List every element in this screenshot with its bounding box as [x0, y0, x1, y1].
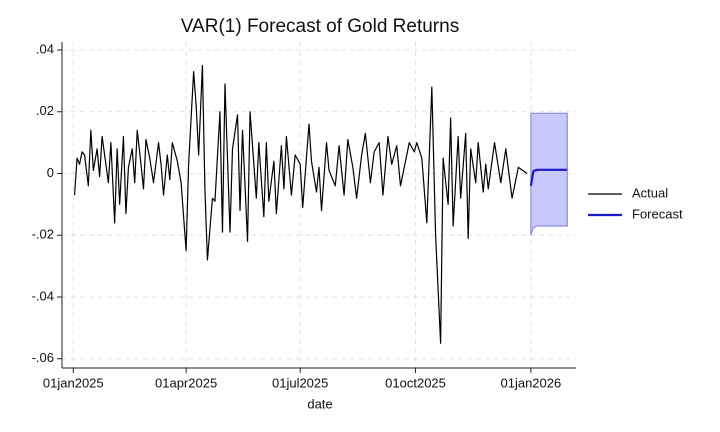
chart-title: VAR(1) Forecast of Gold Returns — [181, 16, 459, 37]
y-tick-label: .04 — [36, 41, 54, 56]
x-tick-label: 01jan2026 — [501, 375, 562, 390]
y-tick-label: -.06 — [32, 350, 54, 365]
confidence-band — [530, 112, 568, 236]
y-tick-label: .02 — [36, 103, 54, 118]
x-tick-label: 01jul2025 — [272, 375, 328, 390]
series-line — [529, 168, 568, 187]
y-tick-label: 0 — [47, 165, 54, 180]
series-line — [73, 64, 528, 344]
y-tick-label: -.04 — [32, 288, 54, 303]
legend-label: Forecast — [632, 206, 683, 221]
legend-label: Actual — [632, 185, 668, 200]
x-tick-label: 01jan2025 — [43, 375, 104, 390]
y-tick-label: -.02 — [32, 227, 54, 242]
x-tick-label: 01oct2025 — [385, 375, 446, 390]
x-tick-label: 01apr2025 — [155, 375, 217, 390]
x-axis-title: date — [307, 396, 332, 411]
